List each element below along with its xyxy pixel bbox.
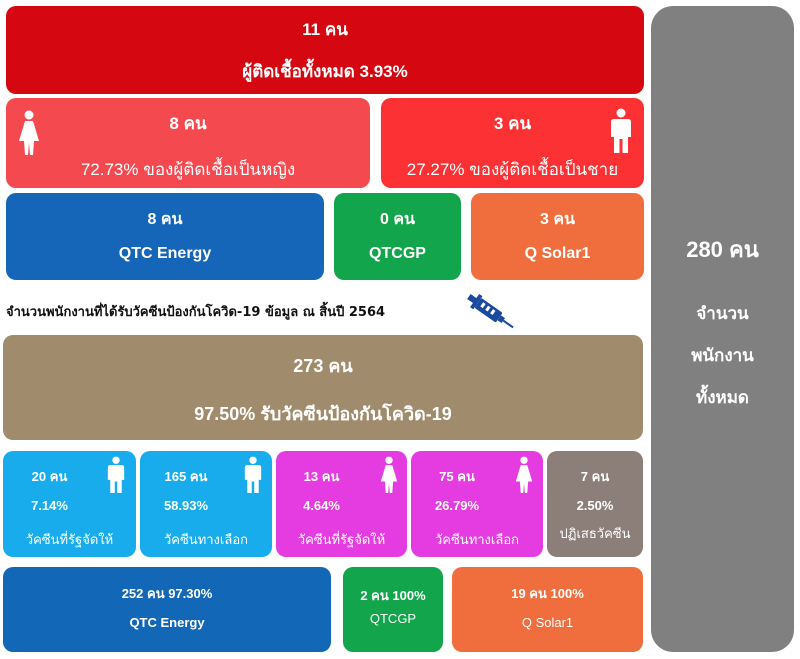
qsolar-infected-count: 3 คน: [540, 211, 575, 228]
female-infected-label: 72.73% ของผู้ติดเชื้อเป็นหญิง: [80, 160, 296, 179]
vaccine-caption: จำนวนพนักงานที่ได้รับวัคซีนป้องกันโควิด-…: [6, 305, 386, 320]
male-gov-percent: 7.14%: [31, 498, 68, 513]
total-employees-line1: จำนวน: [696, 304, 749, 323]
female-gov-label: วัคซีนที่รัฐจัดให้: [297, 532, 386, 547]
vaccinated-total-card: 273 คน 97.50% รับวัคซีนป้องกันโควิด-19: [3, 335, 643, 440]
qtc-energy-infected-count: 8 คน: [147, 211, 183, 228]
female-person-icon: [18, 110, 40, 156]
syringe-icon: [462, 290, 520, 334]
total-employees-line3: ทั้งหมด: [696, 388, 749, 407]
male-person-icon: [107, 456, 125, 494]
female-gov-count: 13 คน: [303, 469, 340, 484]
female-person-icon: [380, 456, 398, 494]
qtcgp-vaccinated-name: QTCGP: [369, 611, 417, 626]
total-employees-card: 280 คน จำนวน พนักงาน ทั้งหมด: [651, 6, 794, 652]
female-alt-vaccine-card: 75 คน 26.79% วัคซีนทางเลือก: [411, 451, 543, 557]
qsolar-vaccinated-name: Q Solar1: [521, 615, 574, 630]
female-infected-card: 8 คน 72.73% ของผู้ติดเชื้อเป็นหญิง: [6, 98, 370, 188]
total-infected-card: 11 คน ผู้ติดเชื้อทั้งหมด 3.93%: [6, 6, 644, 94]
male-infected-card: 3 คน 27.27% ของผู้ติดเชื้อเป็นชาย: [381, 98, 644, 188]
qtcgp-infected-count: 0 คน: [380, 211, 415, 228]
vaccinated-total-label: 97.50% รับวัคซีนป้องกันโควิด-19: [194, 404, 452, 424]
female-alt-label: วัคซีนทางเลือก: [434, 532, 519, 547]
female-alt-percent: 26.79%: [434, 498, 480, 513]
male-alt-vaccine-card: 165 คน 58.93% วัคซีนทางเลือก: [140, 451, 272, 557]
qtc-energy-vaccinated-name: QTC Energy: [129, 615, 205, 630]
male-alt-label: วัคซีนทางเลือก: [163, 532, 248, 547]
male-gov-vaccine-card: 20 คน 7.14% วัคซีนที่รัฐจัดให้: [3, 451, 136, 557]
refused-percent: 2.50%: [576, 498, 614, 513]
female-alt-count: 75 คน: [439, 469, 475, 484]
male-person-icon: [610, 108, 632, 154]
female-gov-percent: 4.64%: [303, 498, 340, 513]
total-employees-line2: พนักงาน: [691, 346, 754, 365]
male-alt-percent: 58.93%: [163, 498, 209, 513]
male-person-icon: [244, 456, 262, 494]
qtc-energy-vaccinated-label: 252 คน 97.30%: [121, 586, 213, 601]
qsolar-infected-card: 3 คน Q Solar1: [471, 193, 644, 280]
refused-vaccine-card: 7 คน 2.50% ปฏิเสธวัคซีน: [547, 451, 643, 557]
total-infected-count: 11 คน: [302, 20, 348, 39]
refused-count: 7 คน: [580, 469, 610, 484]
vaccinated-total-count: 273 คน: [293, 356, 353, 376]
qtcgp-infected-card: 0 คน QTCGP: [334, 193, 461, 280]
qtcgp-vaccinated-label: 2 คน 100%: [360, 588, 426, 603]
qtc-energy-infected-card: 8 คน QTC Energy: [6, 193, 324, 280]
qtcgp-infected-name: QTCGP: [369, 245, 426, 262]
qtc-energy-infected-name: QTC Energy: [118, 245, 212, 262]
male-alt-count: 165 คน: [164, 469, 208, 484]
qtc-energy-vaccinated-card: 252 คน 97.30% QTC Energy: [3, 567, 331, 652]
male-gov-label: วัคซีนที่รัฐจัดให้: [25, 532, 114, 547]
male-gov-count: 20 คน: [31, 469, 68, 484]
total-employees-count: 280 คน: [686, 237, 759, 262]
female-person-icon: [515, 456, 533, 494]
female-gov-vaccine-card: 13 คน 4.64% วัคซีนที่รัฐจัดให้: [276, 451, 407, 557]
qsolar-vaccinated-label: 19 คน 100%: [511, 586, 584, 601]
qsolar-vaccinated-card: 19 คน 100% Q Solar1: [452, 567, 643, 652]
refused-label: ปฏิเสธวัคซีน: [559, 526, 631, 541]
female-infected-count: 8 คน: [169, 114, 207, 133]
qsolar-infected-name: Q Solar1: [524, 245, 591, 262]
qtcgp-vaccinated-card: 2 คน 100% QTCGP: [343, 567, 443, 652]
male-infected-label: 27.27% ของผู้ติดเชื้อเป็นชาย: [406, 160, 619, 179]
total-infected-label: ผู้ติดเชื้อทั้งหมด 3.93%: [242, 62, 408, 81]
male-infected-count: 3 คน: [493, 114, 532, 133]
